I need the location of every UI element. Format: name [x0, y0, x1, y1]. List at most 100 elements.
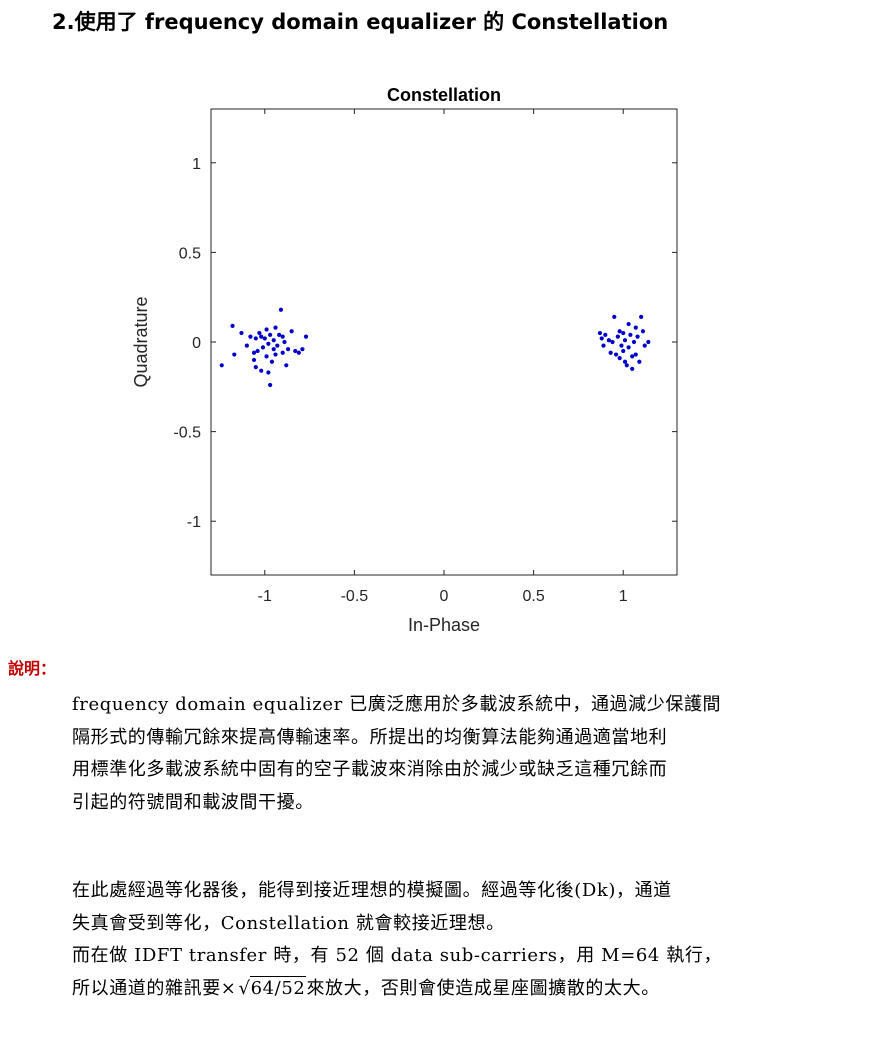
data-point — [642, 343, 647, 348]
data-point — [284, 363, 289, 368]
section-heading: 2.使用了 frequency domain equalizer 的 Const… — [52, 10, 669, 34]
plot-area — [210, 108, 678, 576]
data-point — [628, 332, 633, 337]
radical-sign-icon: √ — [238, 977, 251, 999]
data-point — [637, 359, 642, 364]
paragraph-2: 在此處經過等化器後，能得到接近理想的模擬圖。經過等化後(Dk)，通道 失真會受到… — [72, 875, 872, 1005]
data-point — [293, 348, 298, 354]
data-point — [621, 330, 626, 336]
y-tick-label: -1 — [187, 514, 201, 531]
y-tick-label: 1 — [192, 156, 201, 173]
data-point — [260, 345, 266, 350]
paragraph-2-line: 在此處經過等化器後，能得到接近理想的模擬圖。經過等化後(Dk)，通道 — [72, 880, 672, 901]
x-tick-label: -1 — [258, 588, 272, 605]
data-point — [259, 334, 264, 339]
data-point — [624, 363, 629, 368]
data-point — [271, 338, 276, 343]
y-tick-label: 0.5 — [179, 245, 201, 262]
data-point — [251, 350, 257, 355]
data-point — [278, 307, 283, 312]
data-point — [633, 325, 638, 330]
data-point — [612, 314, 617, 320]
data-point — [262, 336, 267, 341]
data-point — [617, 329, 622, 334]
data-point — [253, 364, 258, 370]
data-point — [621, 348, 626, 354]
paragraph-1-line: frequency domain equalizer 已廣泛應用於多載波系統中，… — [72, 694, 722, 715]
paragraph-1-line: 用標準化多載波系統中固有的空子載波來消除由於減少或缺乏這種冗餘而 — [72, 759, 668, 780]
x-tick-label: 0.5 — [522, 588, 544, 605]
last-line-before: 所以通道的雜訊要× — [72, 977, 237, 999]
chart-title: Constellation — [387, 85, 501, 105]
data-point — [232, 352, 237, 357]
paragraph-2-line: 失真會受到等化，Constellation 就會較接近理想。 — [72, 912, 505, 934]
x-tick-label: 0 — [440, 588, 449, 605]
data-point — [264, 354, 269, 359]
data-point — [603, 332, 608, 337]
data-point — [282, 339, 287, 345]
data-point — [296, 350, 301, 355]
data-point — [631, 339, 637, 345]
data-point — [640, 329, 646, 334]
data-point — [635, 334, 640, 339]
data-point — [273, 352, 278, 357]
data-point — [626, 321, 631, 327]
x-tick-label: -0.5 — [341, 588, 369, 605]
data-point — [610, 339, 615, 345]
data-point — [268, 332, 273, 337]
data-point — [619, 343, 624, 348]
data-point — [608, 350, 613, 355]
data-point — [617, 356, 622, 361]
data-point — [622, 338, 628, 343]
x-axis-label: In-Phase — [408, 615, 480, 635]
square-root-expression: √64/52 — [236, 973, 307, 1006]
paragraph-2-line: 而在做 IDFT transfer 時，有 52 個 data sub-carr… — [72, 945, 723, 966]
data-point — [253, 336, 258, 341]
data-point — [597, 330, 603, 336]
data-point — [277, 332, 282, 337]
data-point — [622, 359, 628, 364]
paragraph-2-last-line: 所以通道的雜訊要× √64/52來放大，否則會使造成星座圖擴散的太大。 — [72, 973, 872, 1006]
paragraph-1: frequency domain equalizer 已廣泛應用於多載波系統中，… — [72, 689, 872, 819]
data-point — [219, 363, 224, 368]
data-point — [244, 343, 249, 348]
data-point — [303, 334, 309, 339]
data-point — [275, 343, 280, 348]
data-point — [630, 354, 635, 359]
data-point — [248, 334, 253, 339]
y-axis-label: Quadrature — [131, 296, 151, 387]
data-point — [280, 350, 285, 355]
data-point — [280, 334, 285, 339]
data-point — [264, 327, 269, 332]
y-tick-label: -0.5 — [173, 425, 201, 442]
data-point — [259, 368, 264, 373]
data-point — [268, 382, 273, 388]
paragraph-1-line: 隔形式的傳輸冗餘來提高傳輸速率。所提出的均衡算法能夠通過適當地利 — [72, 726, 668, 748]
data-point — [285, 347, 291, 352]
data-point — [271, 347, 276, 352]
data-point — [300, 347, 305, 352]
explanation-label: 說明： — [8, 659, 57, 678]
radicand: 64/52 — [249, 975, 307, 999]
y-tick-label: 0 — [192, 335, 201, 352]
constellation-figure: Constellation -1 -0.5 0 0.5 1 1 0.5 0 -0.5 -1 In-Ph… — [130, 78, 700, 648]
data-point — [266, 341, 271, 346]
data-point — [646, 339, 651, 345]
data-point — [269, 359, 275, 364]
constellation-chart: Constellation -1 -0.5 0 0.5 1 1 0.5 0 -0.5 -1 In-Ph… — [131, 85, 678, 635]
data-point — [289, 329, 294, 334]
data-point — [251, 357, 257, 363]
data-point — [606, 338, 611, 343]
data-point — [239, 330, 244, 336]
data-point — [599, 336, 604, 341]
data-point — [257, 330, 262, 336]
data-point — [230, 323, 235, 328]
data-point — [266, 370, 271, 375]
data-point — [626, 345, 631, 350]
data-point — [639, 314, 644, 320]
data-point — [255, 348, 260, 354]
data-point — [601, 343, 606, 348]
data-point — [630, 366, 635, 371]
data-point — [273, 325, 278, 330]
paragraph-1-line: 引起的符號間和載波間干擾。 — [72, 791, 314, 813]
